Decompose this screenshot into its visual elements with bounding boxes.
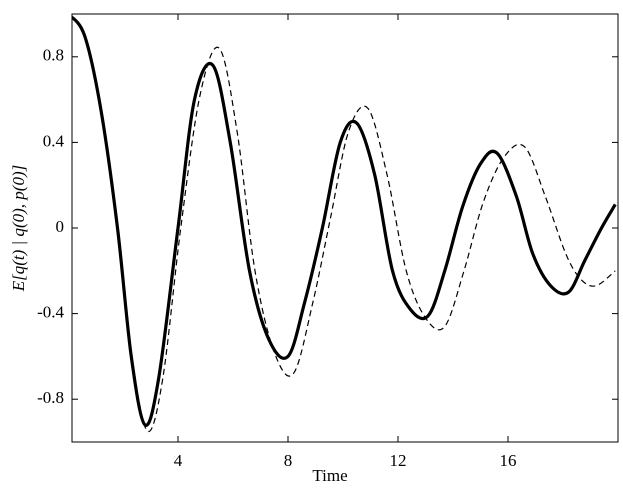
y-axis-label: E[q(t) | q(0), p(0)] [9,165,28,292]
x-axis-label: Time [312,466,347,485]
y-tick-label: 0 [56,217,65,236]
x-tick-label: 8 [284,451,293,470]
series-line [72,16,616,432]
y-tick-label: -0.4 [37,303,64,322]
y-tick-label: 0.8 [43,46,64,65]
y-tick-label: -0.8 [37,388,64,407]
x-tick-label: 12 [390,451,407,470]
plot-frame [71,13,619,443]
y-tick-label: 0.4 [43,131,65,150]
series-line [72,15,617,427]
x-tick-label: 16 [500,451,517,470]
x-tick-label: 4 [174,451,183,470]
